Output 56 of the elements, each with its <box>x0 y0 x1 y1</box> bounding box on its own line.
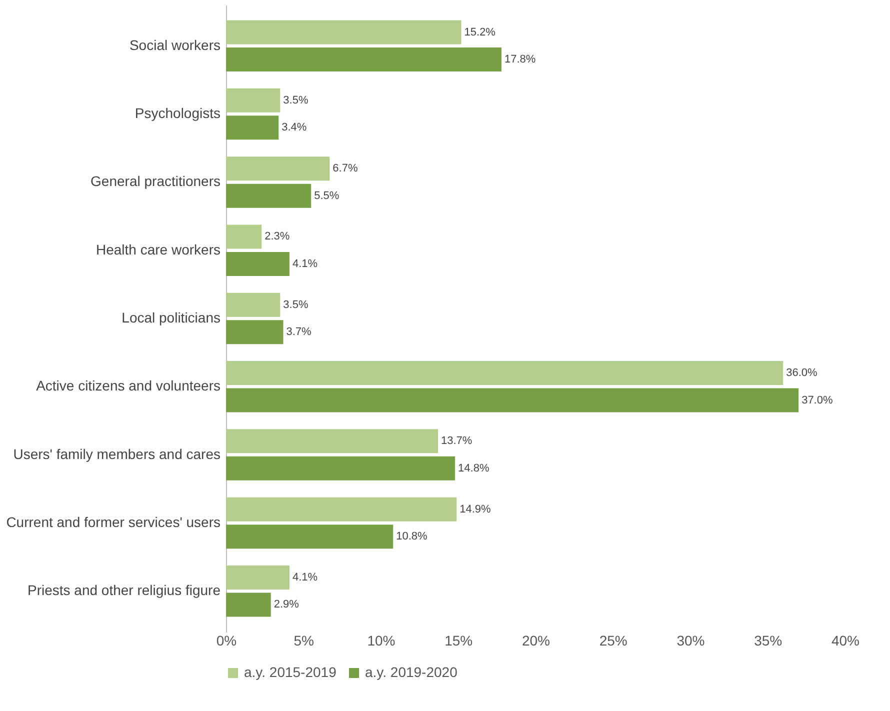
data-label: 36.0% <box>786 367 818 380</box>
x-tick-label: 5% <box>294 632 314 648</box>
bar <box>226 565 290 590</box>
bar <box>226 48 502 72</box>
data-label: 14.9% <box>460 503 491 516</box>
bar <box>226 497 457 522</box>
data-label: 3.5% <box>283 298 308 311</box>
bar <box>226 88 280 112</box>
x-tick-label: 10% <box>367 632 396 648</box>
data-label: 2.3% <box>264 230 290 243</box>
bar <box>226 20 462 44</box>
data-label: 3.7% <box>286 326 312 338</box>
data-label: 15.2% <box>464 26 496 38</box>
y-tick-label: Health care workers <box>96 241 220 258</box>
data-label: 2.9% <box>274 598 300 611</box>
bar <box>226 156 330 181</box>
bar <box>226 429 438 454</box>
bar <box>226 184 312 208</box>
data-label: 14.8% <box>458 462 490 474</box>
bar <box>226 524 394 549</box>
data-label: 10.8% <box>396 530 428 543</box>
x-tick-label: 20% <box>522 632 550 648</box>
bar <box>226 252 290 276</box>
data-label: 3.5% <box>283 94 308 106</box>
y-tick-label: Social workers <box>129 36 220 53</box>
x-tick-label: 25% <box>599 632 628 648</box>
data-label: 6.7% <box>332 162 358 175</box>
y-tick-label: Users' family members and cares <box>13 446 220 462</box>
data-label: 17.8% <box>504 54 536 66</box>
x-tick-label: 40% <box>831 632 860 648</box>
y-tick-label: Active citizens and volunteers <box>36 378 220 394</box>
bar <box>226 320 284 344</box>
y-tick-label: Local politicians <box>122 310 220 326</box>
x-tick-label: 15% <box>444 632 473 648</box>
data-label: 13.7% <box>441 435 472 448</box>
bar <box>226 116 279 140</box>
legend-label: a.y. 2015-2019 <box>244 664 337 680</box>
legend-label: a.y. 2019-2020 <box>365 664 458 680</box>
data-label: 5.5% <box>314 190 340 202</box>
bar <box>226 224 262 249</box>
data-label: 37.0% <box>802 394 833 406</box>
x-tick-label: 35% <box>754 632 782 648</box>
data-label: 4.1% <box>292 571 318 584</box>
data-label: 3.4% <box>282 122 307 134</box>
data-label: 4.1% <box>292 258 318 270</box>
y-tick-label: Current and former services' users <box>6 514 220 530</box>
bar <box>226 292 280 317</box>
x-tick-label: 0% <box>216 632 237 648</box>
bar <box>226 361 784 386</box>
y-tick-label: Psychologists <box>134 105 220 122</box>
bar <box>226 388 799 412</box>
bar <box>226 456 456 480</box>
y-tick-label: Priests and other religius figure <box>28 582 221 598</box>
bar <box>226 592 271 617</box>
x-tick-label: 30% <box>676 632 705 648</box>
y-tick-label: General practitioners <box>90 173 220 190</box>
